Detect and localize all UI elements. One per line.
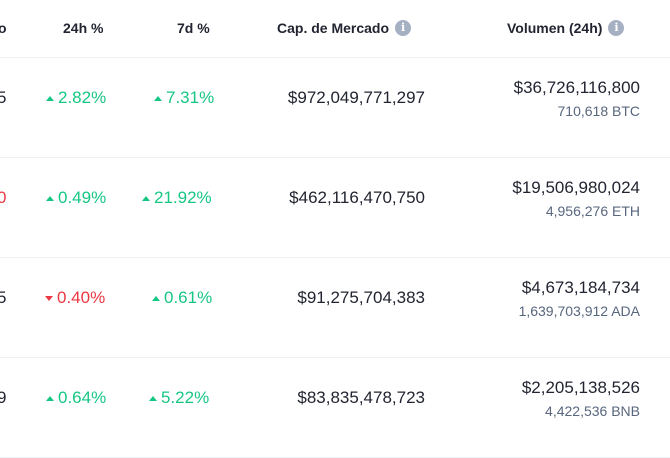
caret-up-icon — [46, 395, 54, 401]
change-7d: 7.31% — [154, 88, 214, 108]
change-7d-value: 21.92% — [154, 188, 212, 207]
change-7d-value: 7.31% — [166, 88, 215, 107]
info-icon[interactable]: i — [608, 20, 625, 36]
prev-column-fragment: 5 — [0, 288, 7, 307]
info-icon[interactable]: i — [395, 20, 412, 36]
volume-usd-value: $4,673,184,734 — [521, 278, 640, 297]
market-cap-value: $83,835,478,723 — [297, 388, 425, 407]
caret-up-icon — [149, 395, 157, 401]
change-7d-value: 0.61% — [164, 288, 213, 307]
volume-coin-value: 4,422,536 BNB — [545, 403, 640, 419]
caret-up-icon — [142, 195, 150, 201]
volume-usd-value: $19,506,980,024 — [512, 178, 640, 197]
change-24h: 2.82% — [46, 88, 106, 108]
caret-up-icon — [152, 295, 160, 301]
table-row[interactable]: 9 0.64% 5.22% $83,835,478,723 $2,205,138,526… — [0, 358, 670, 458]
header-volume[interactable]: Volumen (24h) i — [507, 20, 625, 36]
table-header: o 24h % 7d % Cap. de Mercado i Volumen (… — [0, 0, 670, 58]
change-24h: 0.64% — [46, 388, 106, 408]
table-row[interactable]: 0 0.49% 21.92% $462,116,470,750 $19,506,980,… — [0, 158, 670, 258]
change-24h-value: 0.40% — [57, 288, 106, 307]
volume-coin-value: 710,618 BTC — [557, 103, 641, 119]
prev-column-fragment: 0 — [0, 188, 7, 207]
header-24h-change[interactable]: 24h % — [63, 20, 104, 36]
header-market-cap[interactable]: Cap. de Mercado i — [277, 20, 412, 36]
table-row[interactable]: 5 2.82% 7.31% $972,049,771,297 $36,726,116,8… — [0, 58, 670, 158]
volume-usd-value: $36,726,116,800 — [513, 78, 640, 97]
header-volume-label[interactable]: Volumen (24h) — [507, 20, 603, 36]
change-24h: 0.49% — [46, 188, 106, 208]
prev-column-fragment: 5 — [0, 88, 7, 107]
caret-up-icon — [46, 195, 54, 201]
market-cap-value: $972,049,771,297 — [287, 88, 425, 107]
change-7d-value: 5.22% — [161, 388, 210, 407]
change-7d: 0.61% — [152, 288, 212, 308]
volume-coin-value: 1,639,703,912 ADA — [518, 303, 640, 319]
market-cap-value: $91,275,704,383 — [297, 288, 425, 307]
change-7d: 5.22% — [149, 388, 209, 408]
header-market-cap-label[interactable]: Cap. de Mercado — [277, 20, 390, 36]
change-7d: 21.92% — [142, 188, 212, 208]
header-7d-change[interactable]: 7d % — [177, 20, 210, 36]
caret-up-icon — [154, 95, 162, 101]
change-24h-value: 2.82% — [58, 88, 107, 107]
change-24h-value: 0.64% — [58, 388, 107, 407]
volume-usd-value: $2,205,138,526 — [521, 378, 640, 397]
caret-down-icon — [45, 295, 53, 301]
header-prev-column-fragment[interactable]: o — [0, 20, 7, 36]
change-24h: 0.40% — [45, 288, 105, 308]
market-cap-value: $462,116,470,750 — [289, 188, 425, 207]
change-24h-value: 0.49% — [58, 188, 107, 207]
volume-coin-value: 4,956,276 ETH — [545, 203, 640, 219]
table-row[interactable]: 5 0.40% 0.61% $91,275,704,383 $4,673,184,734… — [0, 258, 670, 358]
prev-column-fragment: 9 — [0, 388, 7, 407]
caret-up-icon — [46, 95, 54, 101]
